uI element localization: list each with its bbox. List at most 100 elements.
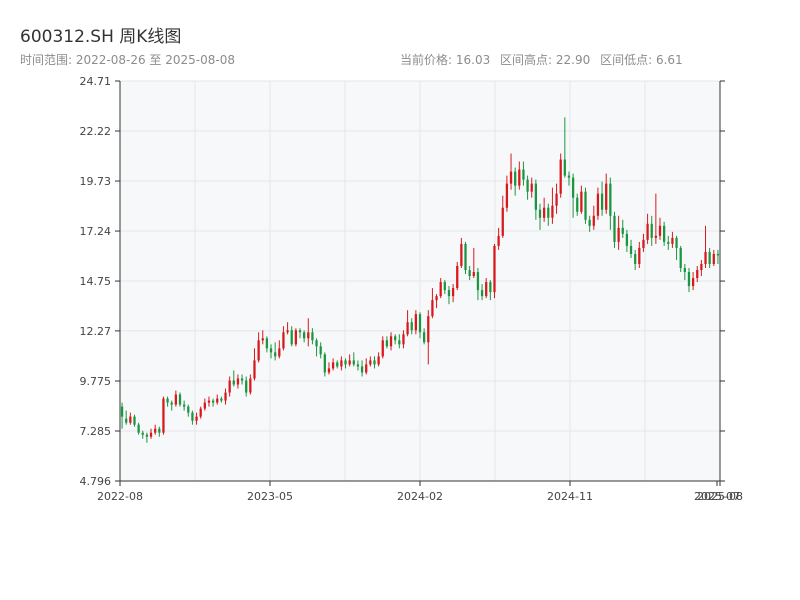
candle-body: [658, 225, 662, 236]
candle-body: [522, 169, 525, 180]
candle-body: [385, 340, 389, 347]
candle-body: [588, 219, 591, 226]
candle-body: [538, 209, 542, 218]
candle-body: [708, 251, 711, 264]
candle-body: [352, 360, 355, 365]
candle-body: [443, 282, 446, 291]
candle-body: [451, 288, 455, 297]
candle-body: [360, 366, 364, 373]
candle-body: [625, 233, 629, 246]
x-tick-label: 2022-08: [97, 490, 143, 503]
candle-body: [696, 270, 699, 279]
candle-body: [650, 223, 653, 238]
candle-body: [563, 159, 566, 176]
candle-body: [381, 340, 384, 357]
candle-body: [509, 171, 513, 184]
candle-body: [369, 360, 372, 365]
candle-body: [642, 239, 645, 248]
y-tick-label: 12.27: [80, 325, 112, 338]
candle-body: [191, 412, 194, 421]
candle-body: [125, 418, 128, 423]
candle-body: [460, 243, 463, 266]
candle-body: [149, 432, 153, 437]
y-tick-label: 17.24: [80, 225, 112, 238]
candle-body: [600, 193, 604, 210]
candle-body: [671, 237, 674, 244]
candle-body: [348, 360, 351, 365]
candle-body: [617, 227, 620, 242]
y-tick-label: 4.796: [80, 475, 112, 488]
candle-body: [427, 316, 430, 343]
candle-body: [489, 282, 492, 293]
candle-body: [691, 278, 695, 287]
candle-body: [596, 193, 600, 216]
candle-body: [274, 352, 277, 357]
candle-body: [439, 282, 442, 297]
candle-body: [663, 225, 666, 242]
candle-body: [373, 360, 376, 365]
candle-body: [464, 243, 467, 271]
candle-body: [141, 432, 144, 435]
candle-body: [514, 171, 517, 186]
candle-body: [555, 193, 558, 206]
candle-body: [431, 300, 434, 317]
y-tick-label: 22.22: [80, 125, 112, 138]
candle-body: [187, 406, 190, 413]
range-high-label: 区间高点: 22.90: [500, 53, 591, 67]
candle-body: [679, 247, 682, 269]
candle-body: [493, 245, 496, 293]
y-tick-label: 9.775: [80, 375, 112, 388]
candle-body: [294, 330, 297, 345]
candle-body: [447, 290, 451, 297]
candle-body: [245, 380, 248, 393]
candle-body: [199, 408, 202, 417]
candle-body: [716, 253, 720, 256]
candle-body: [675, 237, 678, 248]
candle-body: [654, 235, 657, 238]
y-tick-label: 7.285: [80, 425, 112, 438]
candle-body: [497, 235, 500, 246]
candle-body: [129, 416, 132, 423]
candle-body: [629, 245, 633, 254]
candle-body: [501, 207, 504, 236]
candle-body: [613, 215, 616, 242]
candle-body: [480, 290, 484, 297]
candle-body: [505, 183, 509, 208]
candle-body: [576, 197, 579, 212]
candle-body: [311, 332, 314, 341]
candle-body: [468, 270, 471, 277]
candle-body: [228, 380, 231, 393]
candle-body: [303, 332, 306, 339]
candle-body: [435, 296, 438, 301]
candle-body: [183, 404, 186, 407]
x-tick-label: 2023-05: [247, 490, 293, 503]
candle-body: [253, 360, 256, 379]
candle-body: [518, 169, 521, 186]
candle-body: [344, 360, 347, 365]
candle-body: [609, 183, 612, 216]
candle-body: [605, 183, 608, 210]
y-tick-label: 19.73: [80, 175, 112, 188]
x-tick-label: 2024-02: [397, 490, 443, 503]
candle-body: [559, 159, 562, 194]
candle-body: [472, 272, 475, 277]
candle-body: [137, 424, 140, 433]
range-low-label: 区间低点: 6.61: [600, 53, 683, 67]
candle-body: [216, 398, 219, 403]
candle-body: [530, 183, 533, 192]
candle-body: [282, 332, 285, 349]
candle-body: [398, 340, 401, 345]
candle-body: [170, 402, 173, 405]
candle-body: [712, 253, 715, 264]
candle-body: [634, 253, 637, 264]
candle-body: [410, 322, 413, 331]
candle-body: [145, 434, 149, 437]
candle-body: [220, 398, 223, 401]
candle-body: [580, 191, 583, 212]
candle-body: [394, 336, 397, 341]
candle-body: [476, 272, 480, 291]
x-tick-label: 2025-07: [694, 490, 740, 503]
candle-body: [356, 364, 360, 367]
candle-body: [327, 368, 331, 373]
